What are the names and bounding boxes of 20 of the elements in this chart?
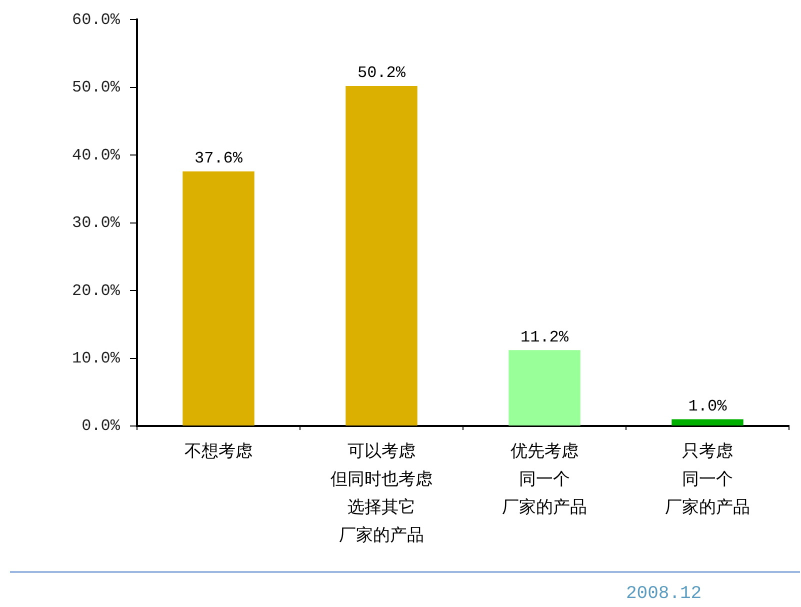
bar (182, 171, 254, 426)
bar (672, 419, 744, 426)
x-tick-label: 可以考虑但同时也考虑选择其它厂家的产品 (330, 441, 432, 546)
y-tick-label: 0.0% (82, 417, 120, 436)
x-tick-label: 优先考虑同一个厂家的产品 (502, 441, 587, 518)
y-tick-label: 60.0% (72, 10, 120, 29)
y-tick-label: 20.0% (72, 282, 120, 300)
text: 2008.12 (626, 584, 702, 604)
bar (346, 86, 418, 426)
bar (508, 350, 580, 426)
data-label: 11.2% (520, 328, 569, 346)
x-tick-label: 不想考虑 (184, 441, 252, 462)
y-tick-label: 10.0% (72, 350, 120, 368)
data-label: 1.0% (688, 397, 728, 416)
y-tick-label: 50.0% (72, 78, 120, 97)
data-label: 50.2% (357, 64, 406, 82)
x-tick-label: 只考虑同一个厂家的产品 (665, 441, 750, 518)
y-tick-label: 30.0% (72, 214, 120, 232)
data-label: 37.6% (194, 150, 243, 168)
y-tick-label: 40.0% (72, 146, 120, 164)
